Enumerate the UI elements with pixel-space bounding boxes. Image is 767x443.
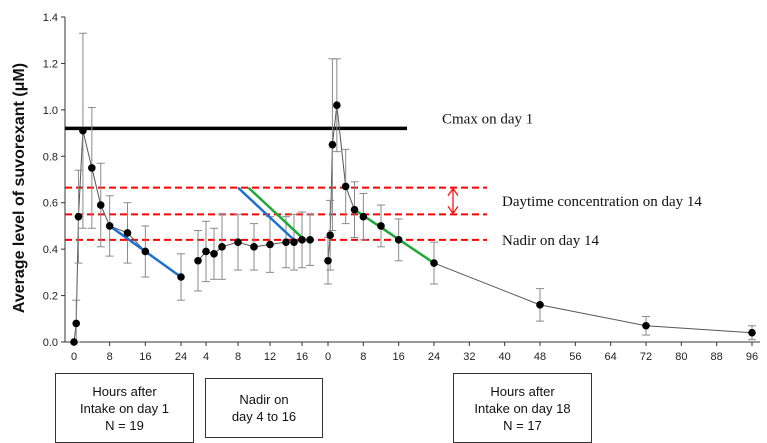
y-tick-label: 1.2 [43, 58, 58, 70]
x-tick-label: 4 [203, 351, 209, 363]
data-point [282, 238, 290, 246]
y-tick-label: 0.0 [43, 337, 58, 349]
data-point [394, 236, 403, 244]
y-tick-label: 0.4 [43, 244, 58, 256]
data-point [74, 212, 83, 221]
day18-line3: N = 17 [503, 417, 542, 433]
data-point [350, 205, 359, 214]
data-point [266, 240, 274, 249]
day1-line3: N = 19 [105, 417, 144, 433]
x-tick-label: 24 [428, 351, 440, 363]
data-point [333, 101, 341, 110]
x-tick-label: 96 [746, 351, 758, 363]
data-point [96, 201, 105, 209]
y-tick-label: 1.4 [43, 12, 58, 24]
nadir-line2: day 4 to 16 [231, 409, 297, 424]
day18-line1: Hours after [490, 383, 555, 399]
data-point [88, 164, 96, 172]
day18-line2: Intake on day 18 [474, 400, 571, 416]
data-point [326, 231, 335, 240]
x-tick-label: 12 [264, 351, 276, 363]
x-group-label-nadir: Nadir on day 4 to 16 [205, 378, 323, 438]
x-group-label-day1: Hours after Intake on day 1 N = 19 [55, 373, 194, 443]
data-point [341, 182, 350, 191]
cmax-label: Cmax on day 1 [442, 111, 533, 127]
x-tick-label: 88 [711, 351, 723, 363]
x-tick-label: 0 [71, 351, 77, 363]
data-point [430, 259, 438, 267]
y-axis-label: Average level of suvorexant (μM) [11, 63, 28, 313]
day1-line2: Intake on day 1 [80, 400, 169, 416]
data-point [250, 243, 258, 251]
y-tick-label: 0.6 [43, 198, 58, 210]
data-point [177, 273, 185, 281]
data-point [218, 243, 226, 251]
data-point [536, 301, 544, 309]
x-tick-label: 8 [360, 351, 366, 363]
data-point [359, 212, 368, 221]
y-tick-label: 0.2 [43, 291, 58, 303]
data-point [194, 256, 202, 265]
trend-line-blue-nadir [237, 186, 295, 241]
data-point [123, 229, 132, 237]
x-tick-label: 64 [605, 351, 617, 363]
data-point [79, 126, 87, 135]
daytime-arrow-head-up [447, 187, 459, 196]
data-point [642, 321, 650, 330]
axes: 0.00.20.40.60.81.01.21.40 8 16 24 4 8 12 16 0 8 16… [43, 12, 760, 363]
data-point [324, 256, 332, 265]
data-point [328, 140, 337, 149]
daytime-label: Daytime concentration on day 14 [502, 194, 702, 210]
data-point [72, 319, 81, 328]
nadir-label: Nadir on day 14 [502, 233, 600, 249]
x-tick-label: 56 [569, 351, 581, 363]
reference-lines: Cmax on day 1 Daytime concentration on da… [65, 111, 702, 249]
y-tick-label: 0.8 [43, 151, 58, 163]
x-tick-label: 16 [139, 351, 151, 363]
x-tick-label: 72 [640, 351, 652, 363]
x-tick-label: 8 [107, 351, 113, 363]
x-tick-label: 8 [235, 351, 241, 363]
data-point [210, 249, 218, 258]
nadir-line1: Nadir on [239, 392, 289, 407]
x-tick-label: 40 [499, 351, 511, 363]
data-point [141, 247, 150, 256]
data-point [202, 247, 210, 256]
y-tick-label: 1.0 [43, 105, 58, 117]
series [70, 32, 756, 346]
data-point [105, 222, 114, 230]
day1-line1: Hours after [92, 383, 157, 399]
x-group-label-day18: Hours after Intake on day 18 N = 17 [453, 373, 592, 443]
data-point [70, 338, 78, 346]
x-tick-label: 80 [675, 351, 687, 363]
x-tick-label: 16 [296, 351, 308, 363]
daytime-arrow-head-down [447, 205, 459, 215]
trend-line-green-nadir [247, 186, 303, 239]
data-point [234, 238, 242, 246]
x-tick-label: 0 [325, 351, 331, 363]
x-tick-label: 24 [175, 351, 187, 363]
x-tick-label: 16 [393, 351, 405, 363]
x-tick-label: 32 [463, 351, 475, 363]
trend-line-green-day18 [353, 208, 435, 265]
series-connector [73, 130, 182, 343]
data-point [748, 328, 756, 337]
data-point [306, 236, 314, 244]
data-point [298, 236, 306, 244]
data-point [290, 238, 298, 246]
data-point [377, 222, 385, 230]
x-tick-label: 48 [534, 351, 546, 363]
